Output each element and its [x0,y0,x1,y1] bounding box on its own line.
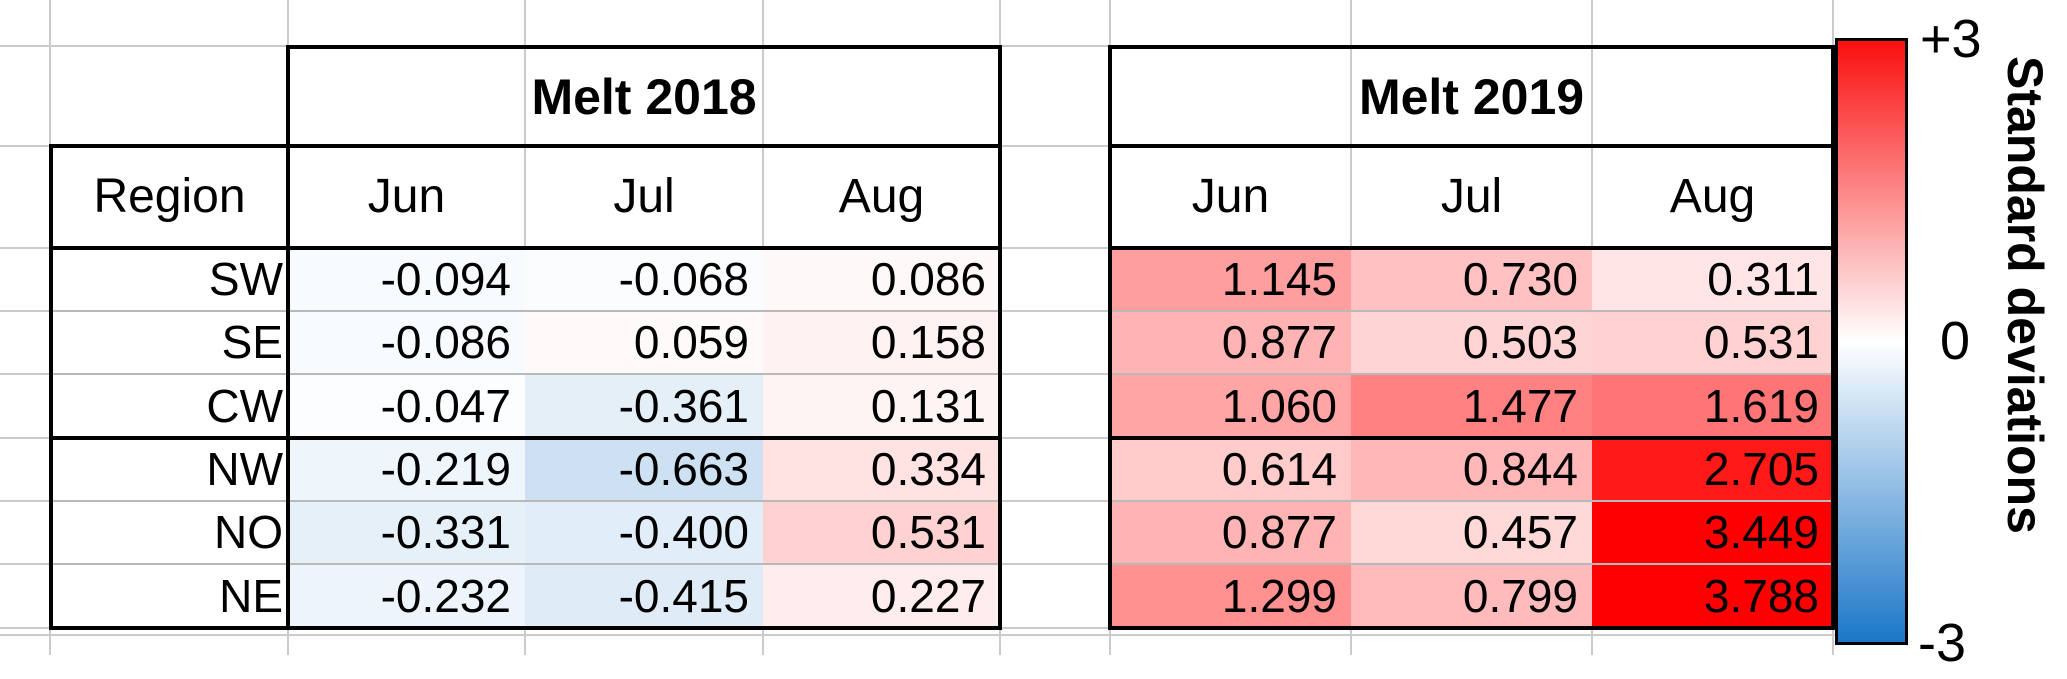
row-divider [53,563,998,565]
heatmap-cell: 0.158 [763,311,1000,374]
header-bottom-rule [1108,246,1837,250]
colorbar-tick-minus3: -3 [1918,613,1967,673]
heatmap-cell: 1.145 [1110,248,1351,311]
month-header: Jul [1440,170,1503,223]
row-divider [1112,500,1831,502]
heatmap-cell: 0.227 [763,564,1000,628]
heatmap-cell: 0.334 [763,438,1000,501]
heatmap-cell: -0.331 [288,501,525,564]
heatmap-cell: 0.877 [1110,311,1351,374]
row-divider [1112,563,1831,565]
colorbar-tick-zero: 0 [1940,311,1971,371]
heatmap-cell: 1.299 [1110,564,1351,628]
header-bottom-rule [49,246,1002,250]
heatmap-cell: 1.060 [1110,374,1351,438]
heatmap-cell: 0.730 [1351,248,1592,311]
region-label: SW [51,248,288,311]
region-label: CW [51,374,288,438]
heatmap-cell: 0.531 [1592,311,1833,374]
heatmap-cell: 0.311 [1592,248,1833,311]
row-divider [53,310,998,312]
colorbar-gradient [1835,38,1908,645]
melt-2019-table-border [1108,144,1835,630]
heatmap-cell: 0.614 [1110,438,1351,501]
heatmap-cell: -0.400 [525,501,763,564]
melt-2018-table-border [286,144,1002,630]
melt-2019-title-box: Melt 2019 [1108,45,1835,148]
row-divider [53,373,998,375]
heatmap-cell: 3.449 [1592,501,1833,564]
melt-2018-title: Melt 2018 [531,68,757,125]
month-header: Aug [1669,170,1756,223]
heatmap-cell: 2.705 [1592,438,1833,501]
heatmap-cell: -0.219 [288,438,525,501]
month-header: Aug [838,170,925,223]
melt-2019-title: Melt 2019 [1358,68,1585,125]
heatmap-cell: 3.788 [1592,564,1833,628]
row-divider [1112,310,1831,312]
row-divider [53,500,998,502]
colorbar-label: Standard deviations [1997,56,2053,534]
heatmap-cell: -0.232 [288,564,525,628]
heatmap-cell: -0.086 [288,311,525,374]
melt-2018-title-box: Melt 2018 [286,45,1002,148]
month-header: Jun [1191,170,1270,223]
month-header: Jun [367,170,446,223]
group-separator-rule [1108,436,1837,440]
row-divider [1112,373,1831,375]
heatmap-cell: -0.663 [525,438,763,501]
heatmap-cell: 0.457 [1351,501,1592,564]
gridline [0,634,1838,636]
heatmap-cell: 0.799 [1351,564,1592,628]
heatmap-cell: 0.131 [763,374,1000,438]
heatmap-cell: -0.415 [525,564,763,628]
heatmap-cell: 0.531 [763,501,1000,564]
region-column-border [49,144,290,630]
heatmap-cell: 1.477 [1351,374,1592,438]
heatmap-cell: 0.059 [525,311,763,374]
colorbar-tick-plus3: +3 [1920,9,1982,69]
heatmap-cell: 0.503 [1351,311,1592,374]
heatmap-cell: -0.094 [288,248,525,311]
region-label: NW [51,438,288,501]
heatmap-cell: 1.619 [1592,374,1833,438]
heatmap-cell: 0.844 [1351,438,1592,501]
heatmap-cell: -0.047 [288,374,525,438]
region-header: Region [93,170,246,223]
region-label: NE [51,564,288,628]
heatmap-cell: -0.361 [525,374,763,438]
heatmap-cell: 0.877 [1110,501,1351,564]
region-label: NO [51,501,288,564]
group-separator-rule [49,436,1002,440]
region-label: SE [51,311,288,374]
heatmap-cell: -0.068 [525,248,763,311]
heatmap-cell: 0.086 [763,248,1000,311]
month-header: Jul [613,170,675,223]
